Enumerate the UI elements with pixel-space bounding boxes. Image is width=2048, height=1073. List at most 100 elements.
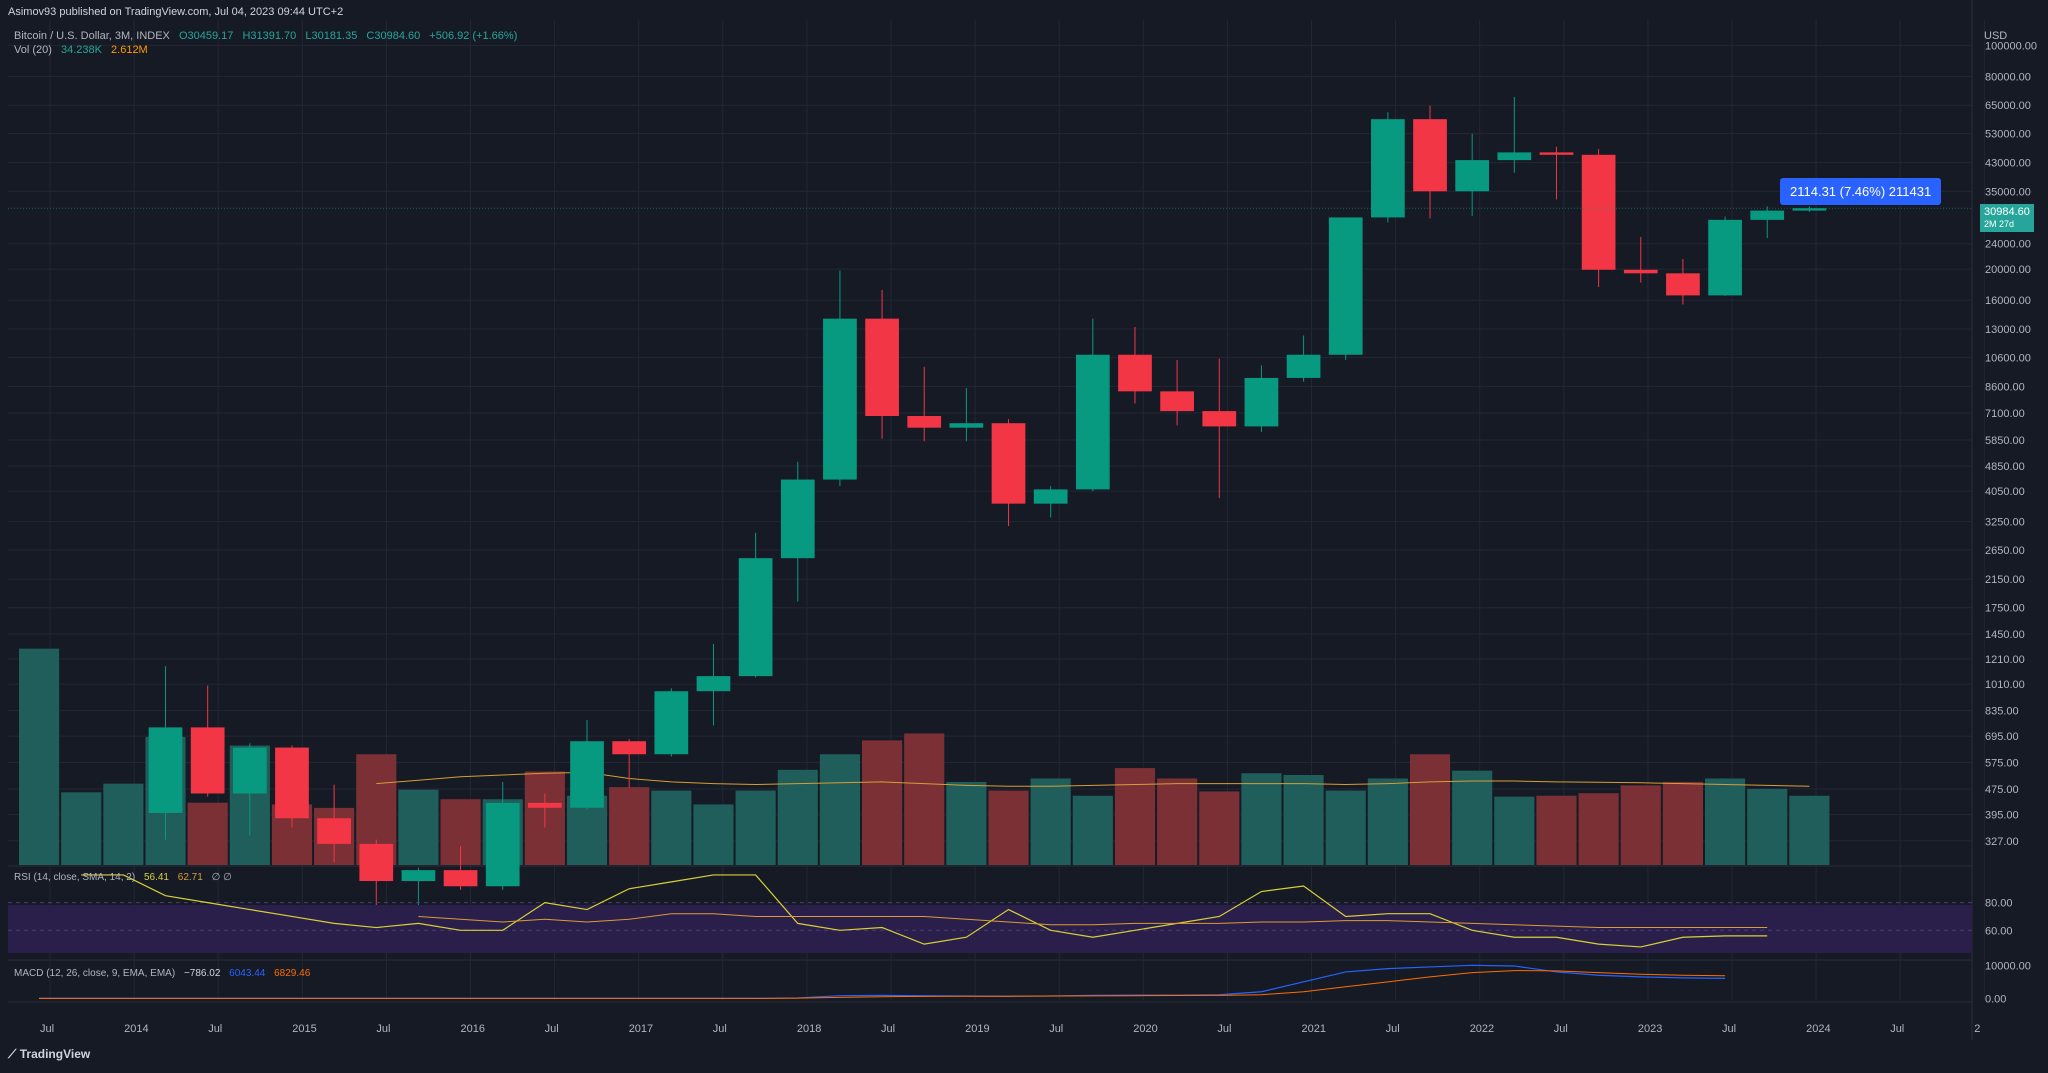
volume-bar (777, 769, 818, 865)
y-tick-label: 80000.00 (1985, 71, 2031, 83)
volume-bar (398, 789, 439, 865)
macd-tick-label: 0.00 (1985, 993, 2006, 1005)
volume-bar (1578, 793, 1619, 865)
y-tick-label: 10600.00 (1985, 352, 2031, 364)
y-tick-label: 835.00 (1985, 706, 2019, 718)
measure-box[interactable]: 2114.31 (7.46%) 211431 (1780, 178, 1942, 205)
rsi-band (8, 905, 1972, 953)
y-tick-label: 100000.00 (1985, 40, 2037, 52)
candle-body (1286, 354, 1321, 378)
volume-bar (1789, 795, 1830, 865)
y-tick-label: 20000.00 (1985, 264, 2031, 276)
x-tick-label: Jul (1049, 1023, 1063, 1035)
candle-body (1708, 219, 1742, 296)
volume-ma-line (376, 771, 1810, 787)
candle-body (1328, 217, 1363, 355)
x-tick-label: Jul (1386, 1023, 1400, 1035)
y-tick-label: 475.00 (1985, 784, 2019, 796)
volume-bar (1283, 775, 1324, 865)
volume-bar (1662, 781, 1703, 865)
macd-legend[interactable]: MACD (12, 26, close, 9, EMA, EMA) −786.0… (14, 968, 310, 979)
x-tick-label: Jul (1554, 1023, 1568, 1035)
x-tick-label: 2018 (797, 1023, 821, 1035)
x-tick-label: Jul (376, 1023, 390, 1035)
y-tick-label: 1210.00 (1985, 654, 2025, 666)
x-tick-label: 2023 (1638, 1023, 1662, 1035)
volume-bar (1072, 795, 1113, 865)
volume-value-2: 2.612M (111, 44, 148, 56)
y-tick-label: 65000.00 (1985, 100, 2031, 112)
candle-body (1413, 119, 1447, 192)
publisher-line: Asimov93 published on TradingView.com, J… (8, 6, 344, 18)
x-tick-label: Jul (881, 1023, 895, 1035)
volume-bar (1452, 770, 1493, 865)
x-tick-label: 2017 (629, 1023, 653, 1035)
y-tick-label: 1010.00 (1985, 679, 2025, 691)
symbol-legend[interactable]: Bitcoin / U.S. Dollar, 3M, INDEX O30459.… (14, 30, 523, 42)
candle-body (949, 423, 984, 428)
volume-bar (693, 804, 734, 865)
rsi-legend[interactable]: RSI (14, close, SMA, 14, 2) 56.41 62.71 … (14, 872, 232, 883)
x-tick-label: Jul (713, 1023, 727, 1035)
y-tick-label: 13000.00 (1985, 324, 2031, 336)
y-tick-label: 1450.00 (1985, 629, 2025, 641)
candle-body (823, 318, 857, 480)
y-tick-label: 16000.00 (1985, 295, 2031, 307)
ohlc-high: H31391.70 (242, 30, 297, 42)
y-tick-label: 2150.00 (1985, 574, 2025, 586)
volume-bar (819, 754, 860, 865)
candle-body (359, 843, 394, 882)
candle-body (654, 691, 689, 755)
y-tick-label: 327.00 (1985, 836, 2019, 848)
y-tick-label: 695.00 (1985, 731, 2019, 743)
x-tick-label: 2020 (1133, 1023, 1157, 1035)
volume-bar (609, 787, 650, 865)
candle-body (780, 479, 815, 559)
candle-body (317, 818, 351, 844)
x-tick-label: 2024 (1806, 1023, 1830, 1035)
volume-bar (1747, 788, 1788, 865)
candle-body (612, 741, 647, 755)
current-price-value: 30984.60 (1984, 206, 2030, 218)
x-tick-label: Jul (545, 1023, 559, 1035)
y-tick-label: 5850.00 (1985, 435, 2025, 447)
candle-body (907, 416, 942, 428)
volume-bar (735, 790, 776, 865)
rsi-line (81, 874, 1768, 948)
tradingview-logo-icon: ⟋ (8, 1047, 17, 1061)
macd-value-3: 6829.46 (274, 968, 311, 979)
tradingview-logo[interactable]: ⟋ TradingView (8, 1047, 90, 1062)
candle-body (275, 747, 309, 819)
volume-bar (1620, 785, 1661, 865)
ohlc-close: C30984.60 (366, 30, 421, 42)
volume-bar (1536, 795, 1577, 865)
macd-value-2: 6043.44 (229, 968, 266, 979)
volume-bar (1114, 768, 1156, 865)
candle-body (528, 802, 562, 808)
candle-body (696, 676, 731, 692)
candle-body (485, 802, 520, 887)
volume-bar (946, 781, 987, 865)
volume-bar (1494, 796, 1535, 865)
candle-body (1497, 152, 1532, 161)
footer-label: TradingView (19, 1047, 91, 1061)
candle-body (1244, 377, 1279, 427)
volume-bar (1241, 773, 1282, 865)
volume-label: Vol (20) (14, 44, 52, 56)
volume-bar (61, 792, 102, 865)
macd-label: MACD (12, 26, close, 9, EMA, EMA) (14, 968, 176, 979)
candle-body (1623, 269, 1658, 274)
symbol-title[interactable]: Bitcoin / U.S. Dollar, 3M, INDEX (14, 30, 170, 42)
volume-bar (1367, 778, 1408, 865)
candle-body (1539, 152, 1574, 155)
candle-body (443, 870, 478, 887)
candle-body (1033, 489, 1068, 504)
candle-body (1792, 208, 1827, 211)
volume-legend[interactable]: Vol (20) 34.238K 2.612M (14, 44, 154, 56)
x-tick-label: Jul (1217, 1023, 1231, 1035)
y-tick-label: 4050.00 (1985, 486, 2025, 498)
candle-body (1118, 354, 1152, 392)
y-tick-label: 575.00 (1985, 757, 2019, 769)
